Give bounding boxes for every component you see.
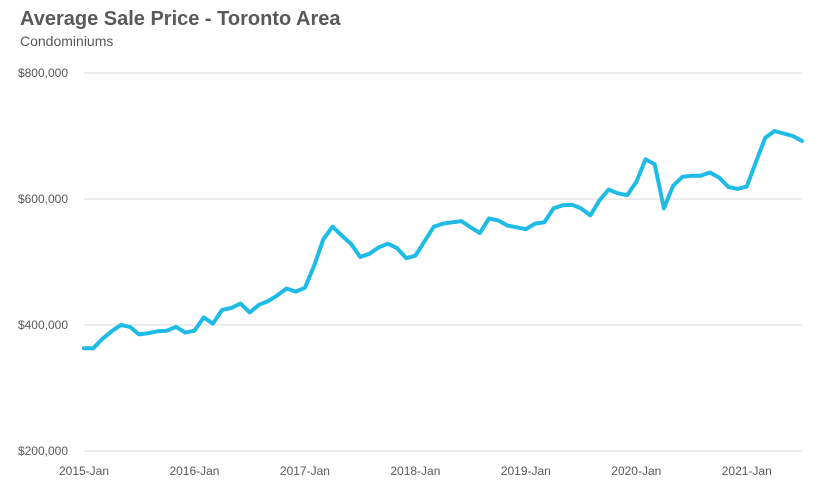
x-tick-label: 2021-Jan: [722, 464, 772, 478]
chart-subtitle: Condominiums: [20, 33, 114, 49]
x-tick-label: 2019-Jan: [501, 464, 551, 478]
gridlines: [84, 72, 802, 452]
y-tick-label: $600,000: [18, 192, 68, 206]
series-line: [82, 129, 804, 351]
x-axis-ticks: 2015-Jan 2016-Jan 2017-Jan 2018-Jan 2019-Jan…: [59, 464, 772, 478]
series-lines: [82, 129, 804, 351]
y-tick-label: $800,000: [18, 66, 68, 80]
y-tick-label: $400,000: [18, 318, 68, 332]
x-tick-label: 2016-Jan: [169, 464, 219, 478]
x-tick-label: 2020-Jan: [611, 464, 661, 478]
x-tick-label: 2018-Jan: [390, 464, 440, 478]
chart-title: Average Sale Price - Toronto Area: [20, 8, 341, 30]
x-tick-label: 2015-Jan: [59, 464, 109, 478]
y-tick-label: $200,000: [18, 444, 68, 458]
y-axis-ticks: $200,000 $400,000 $600,000 $800,000: [18, 66, 68, 458]
x-tick-label: 2017-Jan: [280, 464, 330, 478]
